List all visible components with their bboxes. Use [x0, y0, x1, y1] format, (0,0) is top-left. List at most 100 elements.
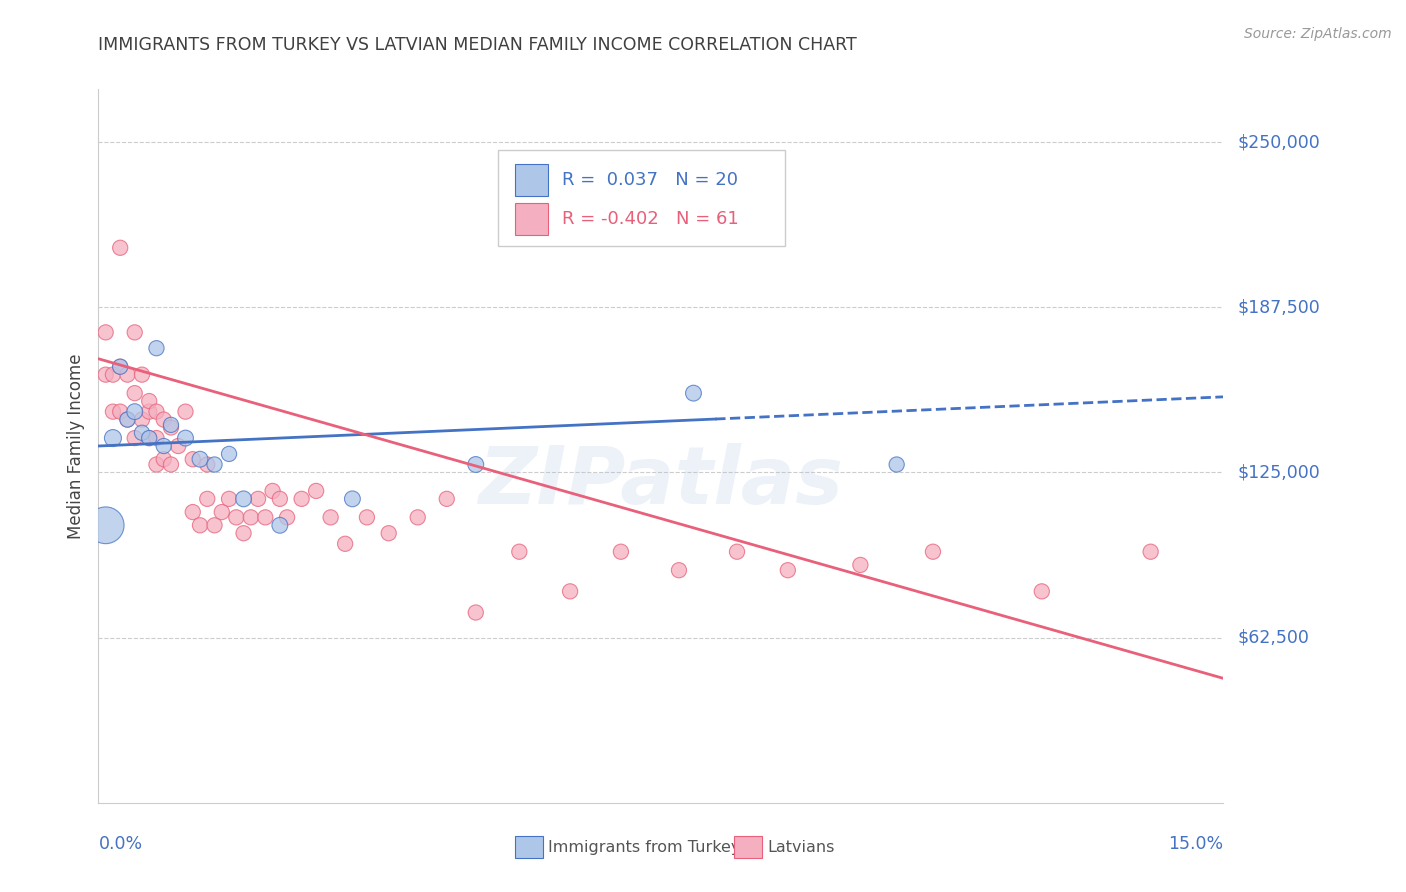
Point — [117, 412, 139, 426]
Point — [138, 431, 160, 445]
Point — [225, 510, 247, 524]
Point — [1139, 545, 1161, 559]
Text: $187,500: $187,500 — [1237, 298, 1320, 317]
Point — [849, 558, 872, 572]
Point — [94, 326, 117, 340]
Point — [269, 491, 291, 506]
Point — [269, 518, 291, 533]
Point — [167, 439, 190, 453]
Point — [204, 518, 226, 533]
Point — [108, 359, 131, 374]
Text: IMMIGRANTS FROM TURKEY VS LATVIAN MEDIAN FAMILY INCOME CORRELATION CHART: IMMIGRANTS FROM TURKEY VS LATVIAN MEDIAN… — [98, 36, 858, 54]
Text: Latvians: Latvians — [768, 839, 835, 855]
Point — [124, 431, 146, 445]
Point — [204, 458, 226, 472]
Point — [152, 452, 174, 467]
Point — [232, 491, 254, 506]
FancyBboxPatch shape — [515, 203, 548, 235]
Point — [174, 431, 197, 445]
Point — [218, 447, 240, 461]
Point — [188, 452, 211, 467]
Point — [276, 510, 298, 524]
Point — [464, 458, 486, 472]
Point — [108, 404, 131, 418]
Point — [145, 341, 167, 355]
Point — [232, 526, 254, 541]
Point — [291, 491, 314, 506]
Point — [174, 404, 197, 418]
Point — [254, 510, 277, 524]
Point — [145, 431, 167, 445]
Point — [101, 431, 124, 445]
Point — [377, 526, 399, 541]
Point — [218, 491, 240, 506]
Point — [886, 458, 908, 472]
Point — [160, 417, 183, 432]
Point — [94, 518, 117, 533]
Point — [108, 359, 131, 374]
Point — [682, 386, 704, 401]
Point — [108, 241, 131, 255]
Point — [247, 491, 270, 506]
FancyBboxPatch shape — [515, 836, 543, 858]
Point — [195, 491, 218, 506]
Point — [464, 606, 486, 620]
Point — [668, 563, 690, 577]
Point — [333, 537, 356, 551]
Text: ZIPatlas: ZIPatlas — [478, 442, 844, 521]
Point — [239, 510, 262, 524]
Point — [342, 491, 364, 506]
Point — [776, 563, 799, 577]
Point — [152, 439, 174, 453]
Text: $125,000: $125,000 — [1237, 464, 1320, 482]
Point — [211, 505, 233, 519]
Text: 15.0%: 15.0% — [1168, 835, 1223, 853]
Point — [94, 368, 117, 382]
Point — [131, 412, 153, 426]
Point — [181, 452, 204, 467]
Point — [138, 431, 160, 445]
Point — [922, 545, 945, 559]
Point — [181, 505, 204, 519]
Point — [195, 458, 218, 472]
Point — [160, 420, 183, 434]
Point — [725, 545, 748, 559]
Text: $250,000: $250,000 — [1237, 133, 1320, 151]
Text: R = -0.402   N = 61: R = -0.402 N = 61 — [562, 211, 738, 228]
Point — [117, 412, 139, 426]
Point — [188, 518, 211, 533]
FancyBboxPatch shape — [498, 150, 785, 246]
Point — [152, 412, 174, 426]
Point — [305, 483, 328, 498]
Point — [508, 545, 530, 559]
Y-axis label: Median Family Income: Median Family Income — [66, 353, 84, 539]
Point — [138, 404, 160, 418]
Point — [124, 326, 146, 340]
Text: R =  0.037   N = 20: R = 0.037 N = 20 — [562, 171, 738, 189]
Point — [117, 368, 139, 382]
Text: 0.0%: 0.0% — [98, 835, 142, 853]
Text: Immigrants from Turkey: Immigrants from Turkey — [548, 839, 741, 855]
Point — [138, 394, 160, 409]
Point — [436, 491, 458, 506]
Point — [145, 458, 167, 472]
Point — [124, 386, 146, 401]
Point — [101, 404, 124, 418]
Point — [160, 458, 183, 472]
Point — [145, 404, 167, 418]
Point — [124, 404, 146, 418]
Point — [558, 584, 581, 599]
FancyBboxPatch shape — [515, 164, 548, 196]
Point — [131, 368, 153, 382]
FancyBboxPatch shape — [734, 836, 762, 858]
Point — [610, 545, 633, 559]
Point — [131, 425, 153, 440]
Text: Source: ZipAtlas.com: Source: ZipAtlas.com — [1244, 27, 1392, 41]
Point — [101, 368, 124, 382]
Point — [1031, 584, 1053, 599]
Text: $62,500: $62,500 — [1237, 629, 1309, 647]
Point — [262, 483, 284, 498]
Point — [356, 510, 378, 524]
Point — [406, 510, 429, 524]
Point — [319, 510, 342, 524]
